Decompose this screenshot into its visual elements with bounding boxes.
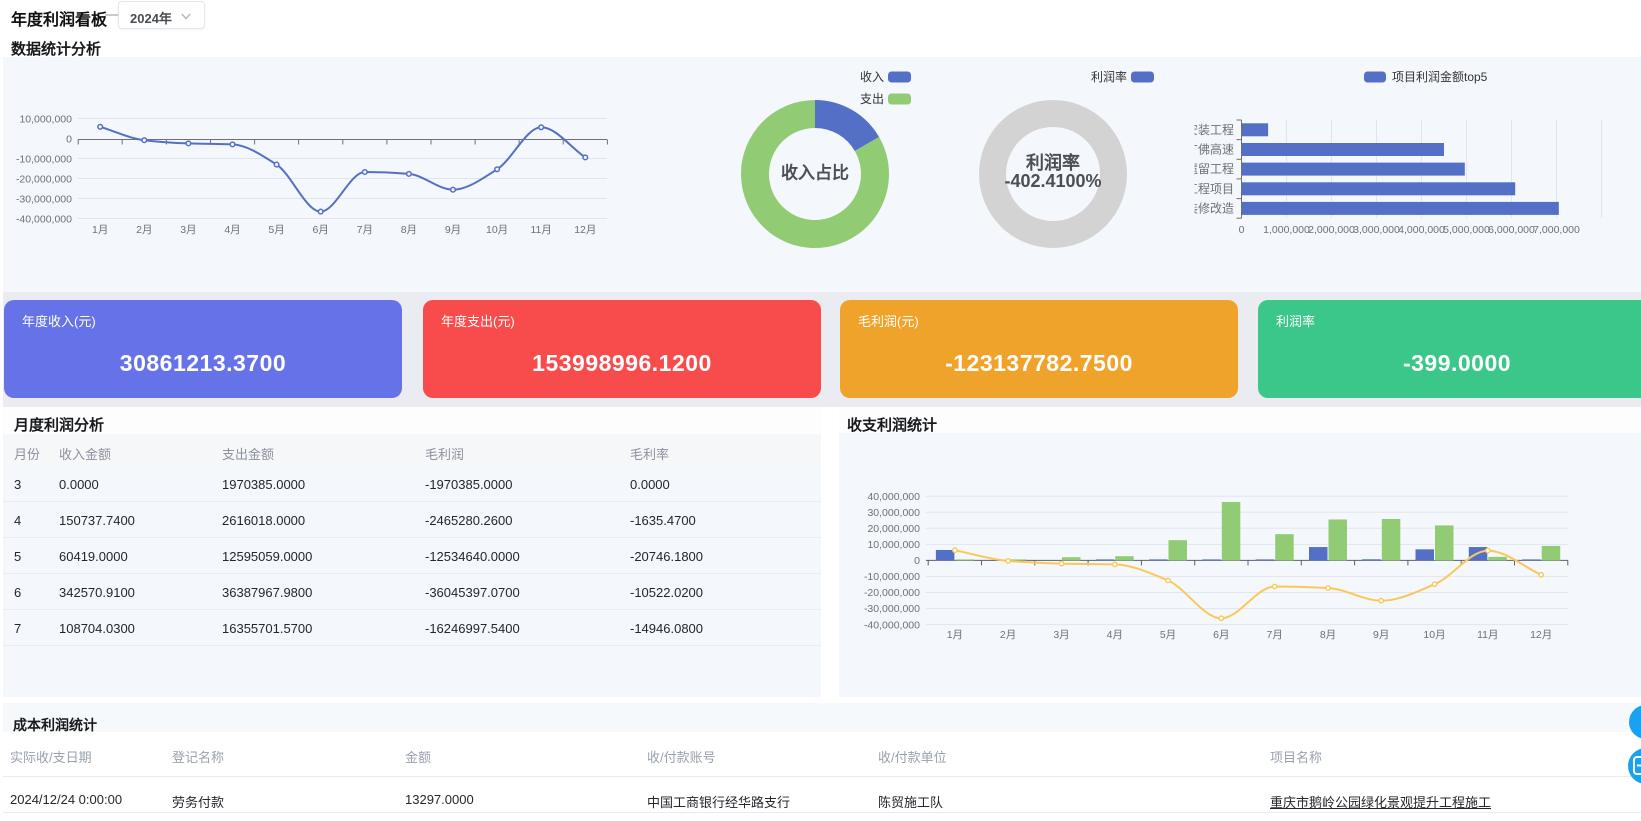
svg-text:1月: 1月 <box>92 224 108 236</box>
svg-text:9月: 9月 <box>1373 629 1389 641</box>
svg-text:广佛高速: 广佛高速 <box>1186 142 1234 157</box>
svg-text:8月: 8月 <box>401 224 417 236</box>
svg-text:4月: 4月 <box>224 224 240 236</box>
svg-text:支出: 支出 <box>860 92 884 106</box>
svg-text:5月: 5月 <box>1160 629 1176 641</box>
svg-text:4,000,000: 4,000,000 <box>1398 224 1445 236</box>
svg-text:1月: 1月 <box>947 629 963 641</box>
svg-text:2月: 2月 <box>136 224 152 236</box>
svg-text:6月: 6月 <box>313 224 329 236</box>
svg-text:0: 0 <box>1239 224 1245 236</box>
svg-text:10,000,000: 10,000,000 <box>19 114 72 126</box>
svg-text:0: 0 <box>66 134 72 146</box>
svg-text:-30,000,000: -30,000,000 <box>16 194 72 206</box>
svg-text:40,000,000: 40,000,000 <box>867 491 920 503</box>
svg-text:0: 0 <box>914 555 920 567</box>
svg-text:-10,000,000: -10,000,000 <box>16 154 72 166</box>
svg-text:2月: 2月 <box>1000 629 1016 641</box>
svg-text:项目利润金额top5: 项目利润金额top5 <box>1392 69 1488 84</box>
svg-text:5月: 5月 <box>268 224 284 236</box>
svg-text:-10,000,000: -10,000,000 <box>864 571 920 583</box>
svg-text:6月: 6月 <box>1213 629 1229 641</box>
svg-text:利润率: 利润率 <box>1091 69 1127 84</box>
svg-text:利润率: 利润率 <box>1026 152 1080 173</box>
svg-text:3月: 3月 <box>1053 629 1069 641</box>
svg-text:30,000,000: 30,000,000 <box>867 507 920 519</box>
svg-text:4月: 4月 <box>1107 629 1123 641</box>
svg-text:20,000,000: 20,000,000 <box>867 523 920 535</box>
svg-text:1,000,000: 1,000,000 <box>1263 224 1310 236</box>
svg-text:装修改造: 装修改造 <box>1186 200 1234 215</box>
svg-text:-20,000,000: -20,000,000 <box>864 587 920 599</box>
svg-text:10,000,000: 10,000,000 <box>867 539 920 551</box>
svg-text:12月: 12月 <box>574 224 596 236</box>
svg-text:7月: 7月 <box>1267 629 1283 641</box>
svg-text:3,000,000: 3,000,000 <box>1353 224 1400 236</box>
svg-text:收入: 收入 <box>860 70 884 84</box>
svg-text:收入占比: 收入占比 <box>781 163 849 183</box>
svg-text:工程项目: 工程项目 <box>1186 181 1234 196</box>
svg-text:3月: 3月 <box>180 224 196 236</box>
svg-text:6,000,000: 6,000,000 <box>1488 224 1535 236</box>
svg-text:5,000,000: 5,000,000 <box>1443 224 1490 236</box>
svg-text:10月: 10月 <box>1423 629 1445 641</box>
svg-text:安装工程: 安装工程 <box>1186 122 1234 137</box>
svg-text:11月: 11月 <box>530 224 551 236</box>
svg-text:7,000,000: 7,000,000 <box>1533 224 1580 236</box>
svg-text:-30,000,000: -30,000,000 <box>864 603 920 615</box>
svg-text:8月: 8月 <box>1320 629 1336 641</box>
svg-text:-20,000,000: -20,000,000 <box>16 174 72 186</box>
svg-text:遗留工程: 遗留工程 <box>1186 161 1234 176</box>
svg-text:9月: 9月 <box>445 224 461 236</box>
svg-text:7月: 7月 <box>357 224 373 236</box>
svg-text:-402.4100%: -402.4100% <box>1004 171 1101 191</box>
svg-text:-40,000,000: -40,000,000 <box>16 214 72 226</box>
svg-text:11月: 11月 <box>1477 629 1498 641</box>
svg-text:12月: 12月 <box>1530 629 1552 641</box>
svg-text:10月: 10月 <box>486 224 508 236</box>
svg-text:2,000,000: 2,000,000 <box>1308 224 1355 236</box>
svg-text:-40,000,000: -40,000,000 <box>864 619 920 631</box>
